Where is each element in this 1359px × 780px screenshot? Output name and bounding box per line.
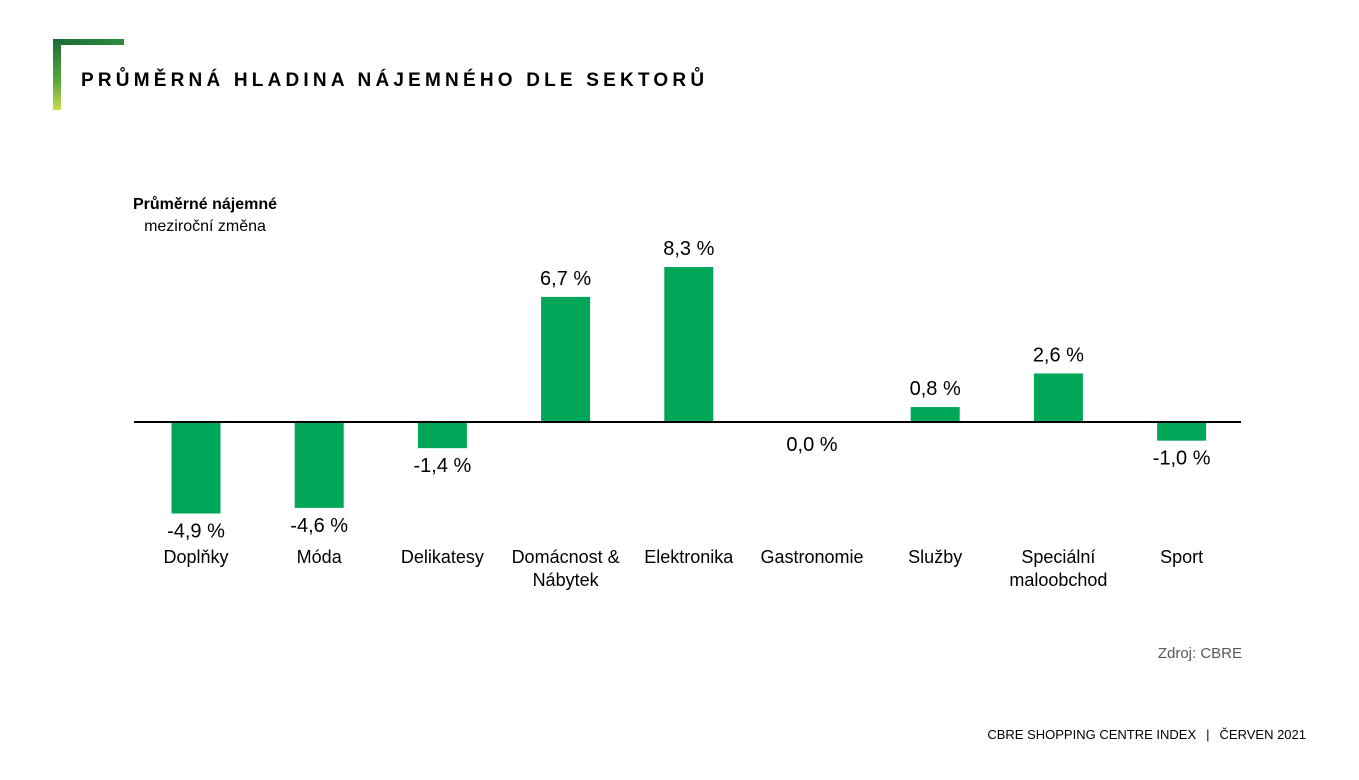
- value-label-7: 2,6 %: [1033, 344, 1084, 366]
- category-label-5: Gastronomie: [760, 547, 863, 567]
- category-label-line: Gastronomie: [760, 547, 863, 567]
- category-label-line: Sport: [1160, 547, 1203, 567]
- category-label-line: Nábytek: [533, 570, 600, 590]
- category-label-1: Móda: [297, 547, 343, 567]
- bar-3: [541, 296, 591, 422]
- corner-accent-vertical: [53, 39, 61, 110]
- footer-date: ČERVEN 2021: [1219, 727, 1306, 742]
- y-axis-label-line1: Průměrné nájemné: [132, 196, 278, 213]
- bar-4: [664, 267, 714, 422]
- value-label-5: 0,0 %: [786, 434, 837, 456]
- category-label-line: Služby: [908, 547, 962, 567]
- bar-8: [1157, 422, 1207, 441]
- bar-6: [910, 407, 960, 422]
- footer: CBRE SHOPPING CENTRE INDEX | ČERVEN 2021: [987, 727, 1306, 742]
- value-label-8: -1,0 %: [1153, 448, 1211, 470]
- category-label-line: Delikatesy: [401, 547, 484, 567]
- value-label-1: -4,6 %: [290, 515, 348, 537]
- source-note: Zdroj: CBRE: [1157, 645, 1242, 662]
- category-label-line: Móda: [297, 547, 343, 567]
- category-label-0: Doplňky: [163, 547, 228, 567]
- y-axis-label-line2: meziroční změna: [144, 218, 266, 235]
- corner-accent-horizontal: [53, 39, 124, 45]
- category-label-7: Speciální maloobchod: [1009, 547, 1107, 590]
- category-label-6: Služby: [908, 547, 962, 567]
- category-label-8: Sport: [1160, 547, 1203, 567]
- bar-7: [1033, 373, 1083, 422]
- category-label-4: Elektronika: [644, 547, 734, 567]
- category-label-3: Domácnost & Nábytek: [512, 547, 620, 590]
- value-label-6: 0,8 %: [910, 378, 961, 400]
- category-label-line: Domácnost &: [512, 547, 620, 567]
- bar-2: [417, 422, 467, 449]
- bar-0: [171, 422, 221, 514]
- category-label-line: Speciální: [1021, 547, 1095, 567]
- page-title: PRŮMĚRNÁ HLADINA NÁJEMNÉHO DLE SEKTORŮ: [81, 70, 709, 91]
- value-label-2: -1,4 %: [413, 455, 471, 477]
- category-label-line: Doplňky: [163, 547, 228, 567]
- category-label-line: Elektronika: [644, 547, 734, 567]
- footer-report-name: CBRE SHOPPING CENTRE INDEX: [987, 727, 1197, 742]
- category-label-line: maloobchod: [1009, 570, 1107, 590]
- footer-separator: |: [1206, 727, 1210, 742]
- category-label-2: Delikatesy: [401, 547, 484, 567]
- value-label-0: -4,9 %: [167, 520, 225, 542]
- bar-1: [294, 422, 344, 508]
- value-label-4: 8,3 %: [663, 238, 714, 260]
- value-label-3: 6,7 %: [540, 268, 591, 290]
